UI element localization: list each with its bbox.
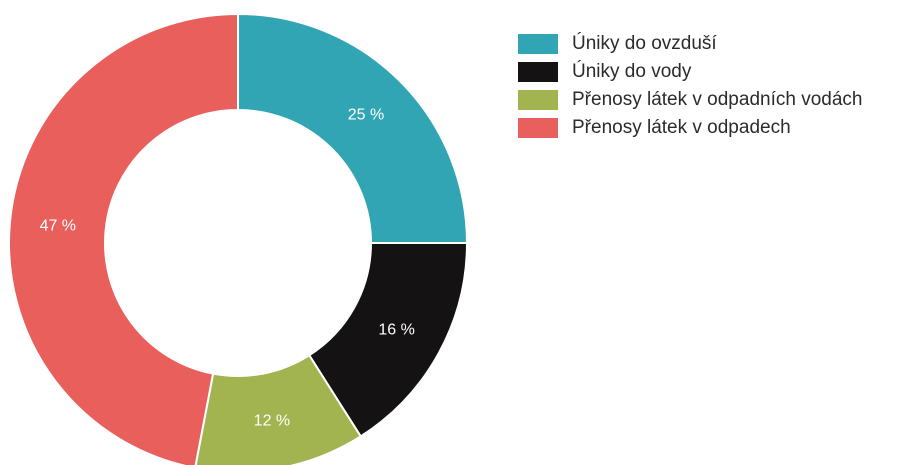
slice-3 <box>194 353 363 465</box>
slices-group <box>8 12 469 465</box>
legend-swatch-2 <box>518 62 558 82</box>
slice-4 <box>8 12 239 465</box>
legend-label-4: Přenosy látek v odpadech <box>572 117 791 138</box>
legend-swatch-1 <box>518 34 558 54</box>
slice-labels-group: 25 % 16 % 12 % 47 % <box>40 107 415 430</box>
legend-item-3: Přenosy látek v odpadních vodách <box>518 86 862 114</box>
legend-label-2: Úniky do vody <box>572 61 692 82</box>
legend-item-1: Úniky do ovzduší <box>518 30 862 58</box>
legend-label-1: Úniky do ovzduší <box>572 33 717 54</box>
legend-swatch-4 <box>518 118 558 138</box>
legend-item-4: Přenosy látek v odpadech <box>518 114 862 142</box>
slice-label-3: 12 % <box>254 412 290 429</box>
slice-2 <box>307 242 469 438</box>
legend-label-3: Přenosy látek v odpadních vodách <box>572 89 863 110</box>
slice-1 <box>237 12 469 244</box>
slice-label-1: 25 % <box>348 107 384 124</box>
slice-label-2: 16 % <box>378 322 414 339</box>
legend-swatch-3 <box>518 90 558 110</box>
legend: Úniky do ovzduší Úniky do vody Přenosy lát… <box>518 30 862 142</box>
slice-label-4: 47 % <box>40 217 76 234</box>
legend-item-2: Úniky do vody <box>518 58 862 86</box>
